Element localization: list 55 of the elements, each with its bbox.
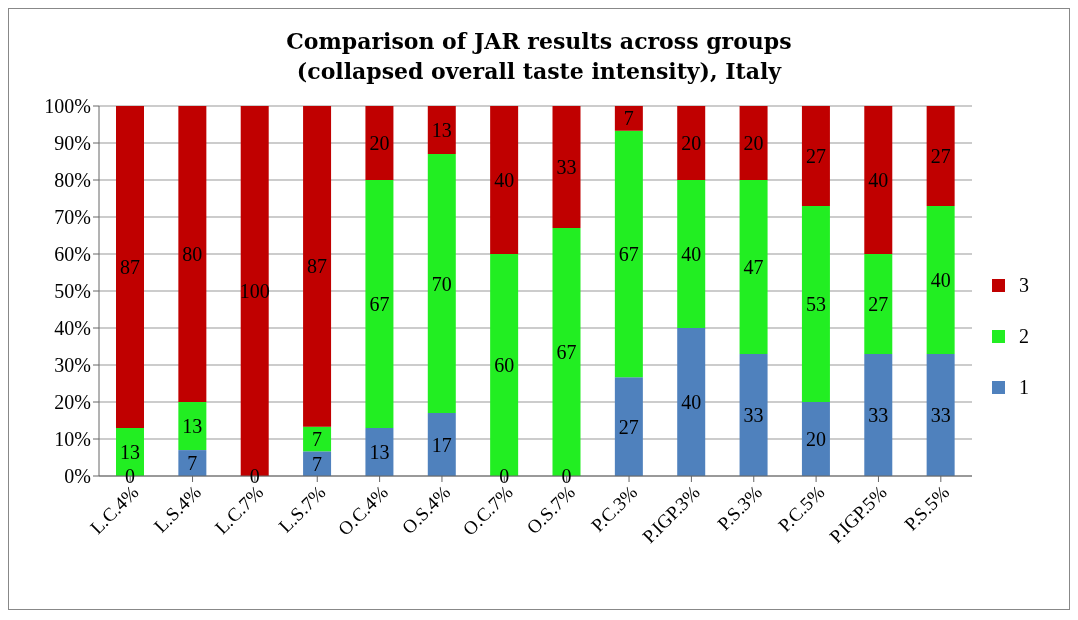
y-tick-label: 20% xyxy=(54,391,91,414)
data-label: 40 xyxy=(868,169,889,192)
data-label: 33 xyxy=(868,404,889,427)
y-tick-label: 80% xyxy=(54,169,91,192)
data-label: 40 xyxy=(494,169,515,192)
data-label: 70 xyxy=(431,272,452,295)
data-label: 27 xyxy=(868,293,889,316)
data-label: 0 xyxy=(125,465,135,488)
data-label: 20 xyxy=(805,428,826,451)
y-tick-label: 90% xyxy=(54,132,91,155)
legend-label: 3 xyxy=(1019,273,1029,297)
y-tick-label: 40% xyxy=(54,317,91,340)
y-tick-label: 0% xyxy=(64,465,91,488)
data-label: 67 xyxy=(369,293,390,316)
data-label: 7 xyxy=(187,452,198,475)
legend-label: 2 xyxy=(1019,324,1029,348)
y-tick-label: 10% xyxy=(54,428,91,451)
chart-title: Comparison of JAR results across groups (collapsed overall taste intensity), Italy xyxy=(285,27,793,86)
data-label: 27 xyxy=(805,145,826,168)
data-label: 67 xyxy=(618,243,639,266)
data-label: 20 xyxy=(743,132,764,155)
data-label: 13 xyxy=(182,415,203,438)
y-tick-label: 70% xyxy=(54,206,91,229)
data-label: 87 xyxy=(307,255,328,278)
data-label: 13 xyxy=(431,119,452,142)
data-label: 40 xyxy=(930,269,951,292)
data-label: 27 xyxy=(618,416,639,439)
legend-label: 1 xyxy=(1019,375,1029,399)
data-label: 87 xyxy=(120,256,140,279)
data-label: 0 xyxy=(561,465,572,488)
data-label: 20 xyxy=(369,132,390,155)
data-label: 67 xyxy=(556,341,577,364)
data-label: 7 xyxy=(312,428,323,451)
data-label: 33 xyxy=(743,404,764,427)
data-label: 27 xyxy=(930,145,951,168)
data-label: 17 xyxy=(431,433,452,456)
data-label: 40 xyxy=(681,243,702,266)
data-label: 7 xyxy=(623,107,634,130)
y-tick-label: 60% xyxy=(54,243,91,266)
y-tick-label: 30% xyxy=(54,354,91,377)
y-tick-label: 50% xyxy=(54,280,91,303)
data-label: 53 xyxy=(805,293,826,316)
y-tick-label: 100% xyxy=(44,95,91,118)
data-label: 80 xyxy=(182,243,203,266)
data-label: 100 xyxy=(239,280,270,303)
data-label: 40 xyxy=(681,391,702,414)
data-label: 20 xyxy=(681,132,702,155)
data-label: 60 xyxy=(494,354,515,377)
data-label: 7 xyxy=(312,453,323,476)
data-label: 0 xyxy=(499,465,510,488)
data-label: 33 xyxy=(930,404,951,427)
data-label: 33 xyxy=(556,156,577,179)
data-label: 47 xyxy=(743,256,764,279)
data-label: 13 xyxy=(120,441,140,464)
data-label: 13 xyxy=(369,441,390,464)
